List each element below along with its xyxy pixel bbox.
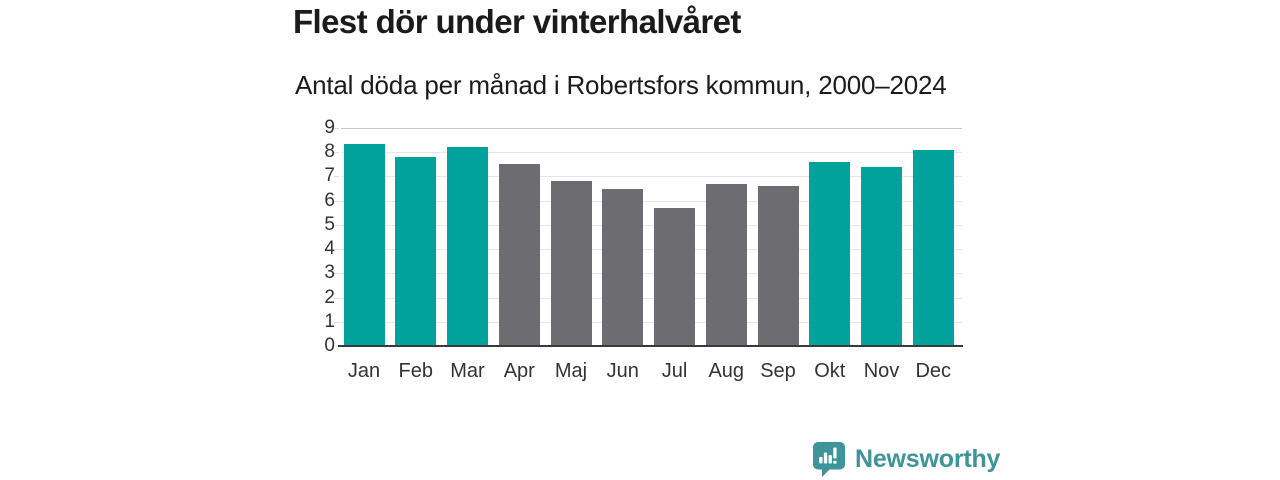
newsworthy-logo: Newsworthy [812,441,1000,478]
chart-subtitle: Antal döda per månad i Robertsfors kommu… [295,70,947,100]
y-tick-label-8: 8 [324,141,335,163]
bar-apr [498,164,540,346]
gridline-6 [341,200,962,202]
y-tick-label-6: 6 [324,189,335,211]
bar-jun [602,188,644,346]
y-tick-4 [334,249,339,251]
x-tick-label-okt: Okt [814,360,846,382]
plot-area [334,128,963,347]
gridline-4 [341,249,962,251]
bar-feb [395,157,437,346]
x-tick-label-dec: Dec [915,360,952,382]
gridline-7 [341,176,962,178]
x-tick-label-aug: Aug [708,360,745,382]
y-tick-label-0: 0 [324,335,335,356]
gridline-3 [341,273,962,275]
y-tick-label-2: 2 [324,286,335,308]
x-tick-label-apr: Apr [503,360,535,382]
y-tick-label-7: 7 [324,165,335,187]
chart-title: Flest dör under vinterhalvåret [293,3,741,40]
bar-jan [343,143,385,346]
y-tick-label-9: 9 [324,117,335,138]
x-tick-label-jan: Jan [347,360,381,382]
y-tick-6 [334,200,339,202]
y-tick-9 [334,128,339,129]
bar-aug [705,183,747,346]
y-tick-7 [334,176,339,178]
x-tick-label-mar: Mar [450,360,485,382]
bar-dec [912,149,954,346]
y-tick-label-3: 3 [324,262,335,284]
gridline-5 [341,224,962,226]
y-tick-2 [334,297,339,299]
x-tick-label-jul: Jul [661,360,688,382]
y-tick-5 [334,224,339,226]
x-tick-label-feb: Feb [398,360,433,382]
x-tick-label-maj: Maj [554,360,588,382]
bar-jul [654,207,695,346]
y-tick-label-5: 5 [324,213,335,235]
x-tick-label-nov: Nov [863,360,900,382]
bar-sep [757,186,799,346]
y-tick-3 [334,273,339,275]
bar-nov [861,166,902,346]
gridline-1 [341,321,962,323]
gridline-9 [341,128,962,129]
bar-okt [809,161,851,346]
gridline-2 [341,297,962,299]
bar-maj [550,181,592,346]
y-tick-label-4: 4 [324,238,335,260]
y-tick-1 [334,321,339,323]
newsworthy-chart-bubble-icon [813,442,845,477]
x-axis-line [338,345,963,347]
bar-mar [447,147,488,346]
newsworthy-logo-text: Newsworthy [855,445,1001,473]
x-tick-label-sep: Sep [760,360,796,382]
gridline-8 [341,152,962,154]
x-tick-label-jun: Jun [606,360,639,382]
y-tick-label-1: 1 [324,310,335,332]
y-tick-8 [334,152,339,154]
